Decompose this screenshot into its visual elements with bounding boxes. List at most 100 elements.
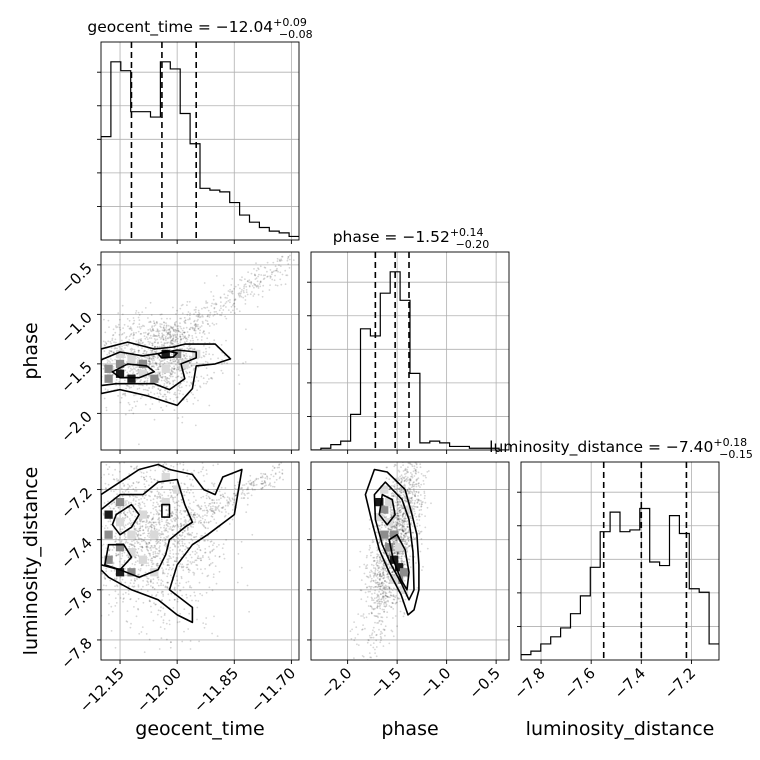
sample-point: [380, 593, 382, 595]
sample-point: [269, 269, 272, 271]
sample-point: [149, 475, 152, 478]
sample-point: [395, 524, 398, 527]
sample-point: [60, 601, 62, 603]
sample-point: [159, 526, 162, 529]
sample-point: [220, 497, 222, 500]
density-cell: [138, 510, 148, 519]
sample-point: [205, 469, 208, 472]
sample-point: [115, 537, 117, 540]
sample-point: [358, 566, 361, 568]
sample-point: [404, 469, 407, 471]
sample-point: [190, 586, 193, 589]
sample-point: [196, 325, 199, 328]
sample-point: [411, 491, 413, 493]
sample-point: [388, 587, 391, 590]
sample-point: [189, 357, 191, 360]
sample-point: [233, 312, 236, 314]
sample-point: [237, 284, 240, 286]
sample-point: [402, 513, 405, 516]
sample-point: [150, 330, 153, 333]
sample-point: [372, 580, 375, 582]
sample-point: [105, 406, 108, 409]
sample-point: [201, 336, 203, 338]
sample-point: [186, 563, 188, 566]
sample-point: [142, 384, 145, 387]
sample-point: [143, 476, 145, 479]
sample-point: [122, 327, 124, 329]
sample-point: [136, 372, 138, 375]
sample-point: [163, 491, 166, 494]
sample-point: [247, 488, 250, 491]
sample-point: [220, 344, 223, 346]
sample-point: [404, 533, 407, 535]
sample-point: [138, 529, 141, 532]
sample-point: [379, 641, 382, 644]
sample-point: [149, 356, 151, 359]
sample-point: [252, 481, 255, 483]
sample-point: [139, 525, 142, 528]
sample-point: [378, 587, 381, 590]
sample-point: [142, 539, 145, 542]
sample-point: [362, 655, 365, 658]
sample-point: [382, 585, 385, 588]
sample-point: [197, 600, 200, 602]
sample-point: [400, 505, 403, 507]
sample-point: [267, 484, 270, 486]
sample-point: [94, 524, 96, 526]
sample-point: [179, 331, 182, 334]
sample-point: [279, 259, 282, 262]
sample-point: [405, 517, 407, 520]
sample-point: [406, 453, 408, 455]
sample-point: [166, 519, 169, 521]
sample-point: [205, 623, 207, 625]
sample-point: [380, 575, 383, 578]
sample-point: [398, 510, 401, 513]
sample-point: [430, 502, 432, 505]
sample-point: [391, 513, 393, 516]
sample-point: [402, 512, 405, 514]
sample-point: [86, 525, 88, 527]
sample-point: [184, 529, 186, 532]
sample-point: [260, 487, 262, 490]
sample-point: [91, 608, 93, 610]
sample-point: [190, 538, 193, 541]
sample-point: [154, 351, 157, 354]
sample-point: [207, 314, 210, 316]
sample-point: [110, 350, 113, 353]
panel-content: [101, 254, 295, 446]
sample-point: [111, 564, 114, 567]
sample-point: [167, 548, 170, 550]
sample-point: [131, 521, 134, 524]
sample-point: [211, 377, 214, 380]
sample-point: [153, 588, 156, 590]
sample-point: [413, 404, 415, 406]
sample-point: [152, 507, 155, 510]
sample-point: [172, 482, 175, 484]
sample-point: [148, 375, 151, 378]
sample-point: [137, 530, 139, 533]
sample-point: [134, 503, 137, 506]
sample-point: [249, 474, 252, 477]
sample-point: [155, 321, 158, 324]
sample-point: [167, 535, 170, 537]
sample-point: [263, 480, 266, 483]
sample-point: [176, 309, 178, 312]
sample-point: [375, 655, 378, 658]
sample-point: [280, 283, 283, 286]
sample-point: [172, 380, 175, 383]
sample-point: [170, 514, 173, 517]
sample-point: [163, 544, 166, 547]
sample-point: [102, 584, 105, 587]
sample-point: [162, 463, 165, 466]
sample-point: [115, 379, 118, 381]
sample-point: [171, 362, 173, 364]
sample-point: [386, 576, 388, 578]
sample-point: [138, 342, 141, 344]
sample-point: [203, 626, 206, 629]
sample-point: [383, 579, 386, 582]
sample-point: [134, 490, 136, 492]
sample-point: [217, 357, 220, 360]
sample-point: [147, 562, 149, 564]
sample-point: [203, 509, 206, 512]
sample-point: [402, 529, 405, 531]
